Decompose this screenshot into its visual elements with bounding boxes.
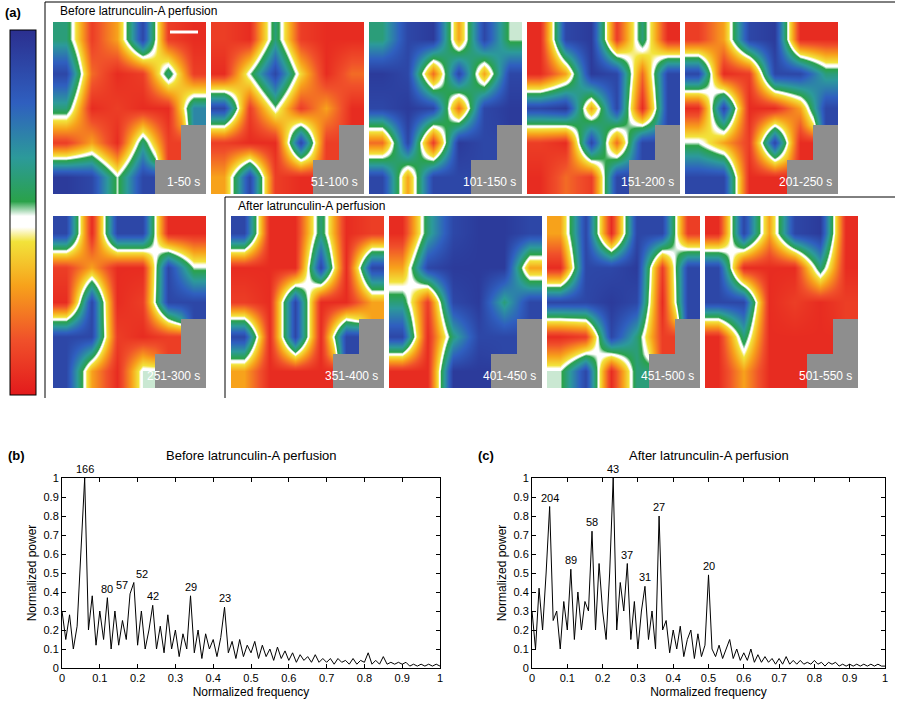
- svg-text:Normalized power: Normalized power: [495, 525, 509, 622]
- svg-text:0.8: 0.8: [357, 672, 372, 684]
- svg-text:0.7: 0.7: [514, 529, 529, 541]
- svg-text:0.7: 0.7: [771, 672, 786, 684]
- svg-text:0: 0: [59, 672, 65, 684]
- svg-text:37: 37: [621, 549, 633, 561]
- svg-text:1-50 s: 1-50 s: [167, 175, 200, 189]
- svg-text:0.7: 0.7: [319, 672, 334, 684]
- svg-text:0.1: 0.1: [92, 672, 107, 684]
- svg-text:501-550 s: 501-550 s: [799, 369, 852, 383]
- svg-text:23: 23: [219, 592, 231, 604]
- svg-text:0.4: 0.4: [666, 672, 681, 684]
- svg-text:351-400 s: 351-400 s: [325, 369, 378, 383]
- svg-text:(b): (b): [8, 448, 25, 463]
- svg-text:27: 27: [653, 501, 665, 513]
- svg-text:52: 52: [136, 568, 148, 580]
- svg-text:0.6: 0.6: [736, 672, 751, 684]
- svg-text:0.2: 0.2: [130, 672, 145, 684]
- svg-text:151-200 s: 151-200 s: [621, 175, 674, 189]
- svg-text:43: 43: [607, 463, 619, 475]
- svg-text:0.9: 0.9: [842, 672, 857, 684]
- svg-text:1: 1: [437, 672, 443, 684]
- svg-text:Before latrunculin-A perfusion: Before latrunculin-A perfusion: [166, 448, 337, 463]
- svg-text:31: 31: [639, 571, 651, 583]
- svg-text:0.8: 0.8: [514, 510, 529, 522]
- svg-text:0.1: 0.1: [560, 672, 575, 684]
- svg-text:0.5: 0.5: [44, 567, 59, 579]
- svg-text:0.5: 0.5: [243, 672, 258, 684]
- svg-text:0.9: 0.9: [44, 491, 59, 503]
- svg-text:1: 1: [53, 472, 59, 484]
- svg-text:0.6: 0.6: [44, 548, 59, 560]
- svg-text:0.2: 0.2: [44, 624, 59, 636]
- svg-text:0.1: 0.1: [44, 643, 59, 655]
- svg-text:Normalized frequency: Normalized frequency: [650, 685, 767, 699]
- svg-text:0.4: 0.4: [206, 672, 221, 684]
- svg-text:0.6: 0.6: [281, 672, 296, 684]
- svg-text:0.8: 0.8: [807, 672, 822, 684]
- svg-text:0.3: 0.3: [514, 605, 529, 617]
- svg-text:(c): (c): [478, 448, 494, 463]
- svg-text:20: 20: [703, 560, 715, 572]
- svg-text:89: 89: [565, 554, 577, 566]
- svg-text:251-300 s: 251-300 s: [147, 369, 200, 383]
- svg-text:57: 57: [116, 579, 128, 591]
- svg-text:0.4: 0.4: [514, 586, 529, 598]
- svg-text:42: 42: [147, 590, 159, 602]
- svg-text:0.5: 0.5: [701, 672, 716, 684]
- svg-text:1: 1: [523, 472, 529, 484]
- svg-text:101-150 s: 101-150 s: [463, 175, 516, 189]
- svg-text:451-500 s: 451-500 s: [641, 369, 694, 383]
- svg-text:0.2: 0.2: [514, 624, 529, 636]
- svg-text:0.1: 0.1: [514, 643, 529, 655]
- svg-text:0.9: 0.9: [395, 672, 410, 684]
- svg-text:After latrunculin-A perfusion: After latrunculin-A perfusion: [238, 199, 385, 213]
- svg-text:Normalized frequency: Normalized frequency: [193, 685, 310, 699]
- svg-text:0.3: 0.3: [168, 672, 183, 684]
- svg-text:0.3: 0.3: [44, 605, 59, 617]
- svg-text:58: 58: [586, 516, 598, 528]
- svg-text:0.2: 0.2: [595, 672, 610, 684]
- svg-text:0.5: 0.5: [514, 567, 529, 579]
- svg-text:51-100 s: 51-100 s: [311, 175, 358, 189]
- svg-text:80: 80: [101, 583, 113, 595]
- svg-text:0: 0: [53, 662, 59, 674]
- svg-text:1: 1: [882, 672, 888, 684]
- svg-text:After latrunculin-A perfusion: After latrunculin-A perfusion: [629, 448, 789, 463]
- svg-text:0: 0: [529, 672, 535, 684]
- svg-text:(a): (a): [5, 5, 21, 20]
- svg-text:Normalized power: Normalized power: [25, 525, 39, 622]
- svg-text:166: 166: [76, 463, 94, 475]
- svg-text:0: 0: [523, 662, 529, 674]
- svg-text:0.6: 0.6: [514, 548, 529, 560]
- svg-text:204: 204: [541, 492, 559, 504]
- svg-text:Before latrunculin-A perfusion: Before latrunculin-A perfusion: [60, 4, 217, 18]
- svg-text:0.3: 0.3: [630, 672, 645, 684]
- svg-text:0.4: 0.4: [44, 586, 59, 598]
- svg-text:401-450 s: 401-450 s: [483, 369, 536, 383]
- svg-text:29: 29: [185, 581, 197, 593]
- svg-text:0.9: 0.9: [514, 491, 529, 503]
- svg-text:201-250 s: 201-250 s: [779, 175, 832, 189]
- svg-text:0.7: 0.7: [44, 529, 59, 541]
- svg-text:0.8: 0.8: [44, 510, 59, 522]
